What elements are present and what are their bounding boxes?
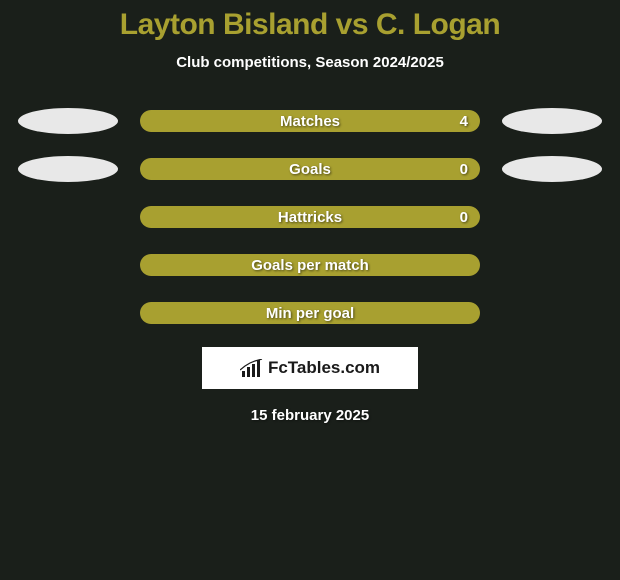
left-spacer <box>18 204 118 230</box>
stat-bar: Goals 0 <box>140 158 480 180</box>
bar-chart-icon <box>240 359 264 377</box>
stat-label: Matches <box>280 113 340 130</box>
left-oval <box>18 156 118 182</box>
site-badge-text: FcTables.com <box>268 358 380 378</box>
left-spacer <box>18 300 118 326</box>
site-badge: FcTables.com <box>202 347 418 389</box>
subtitle: Club competitions, Season 2024/2025 <box>176 54 444 71</box>
stat-bar: Hattricks 0 <box>140 206 480 228</box>
stat-value: 0 <box>460 209 468 226</box>
stat-row-hattricks: Hattricks 0 <box>0 205 620 229</box>
stat-value: 0 <box>460 161 468 178</box>
stat-bar: Matches 4 <box>140 110 480 132</box>
right-spacer <box>502 204 602 230</box>
stat-value: 4 <box>460 113 468 130</box>
right-oval <box>502 156 602 182</box>
date-text: 15 february 2025 <box>251 407 369 424</box>
left-spacer <box>18 252 118 278</box>
stat-label: Hattricks <box>278 209 342 226</box>
left-oval <box>18 108 118 134</box>
right-spacer <box>502 300 602 326</box>
stat-bar: Goals per match <box>140 254 480 276</box>
stats-rows: Matches 4 Goals 0 Hattricks 0 Goals <box>0 109 620 325</box>
stat-row-goals: Goals 0 <box>0 157 620 181</box>
stat-row-min-per-goal: Min per goal <box>0 301 620 325</box>
stat-label: Min per goal <box>266 305 354 322</box>
stat-label: Goals <box>289 161 331 178</box>
stat-label: Goals per match <box>251 257 369 274</box>
chart-container: Layton Bisland vs C. Logan Club competit… <box>0 0 620 424</box>
right-oval <box>502 108 602 134</box>
stat-bar: Min per goal <box>140 302 480 324</box>
page-title: Layton Bisland vs C. Logan <box>120 8 500 42</box>
right-spacer <box>502 252 602 278</box>
stat-row-matches: Matches 4 <box>0 109 620 133</box>
stat-row-goals-per-match: Goals per match <box>0 253 620 277</box>
